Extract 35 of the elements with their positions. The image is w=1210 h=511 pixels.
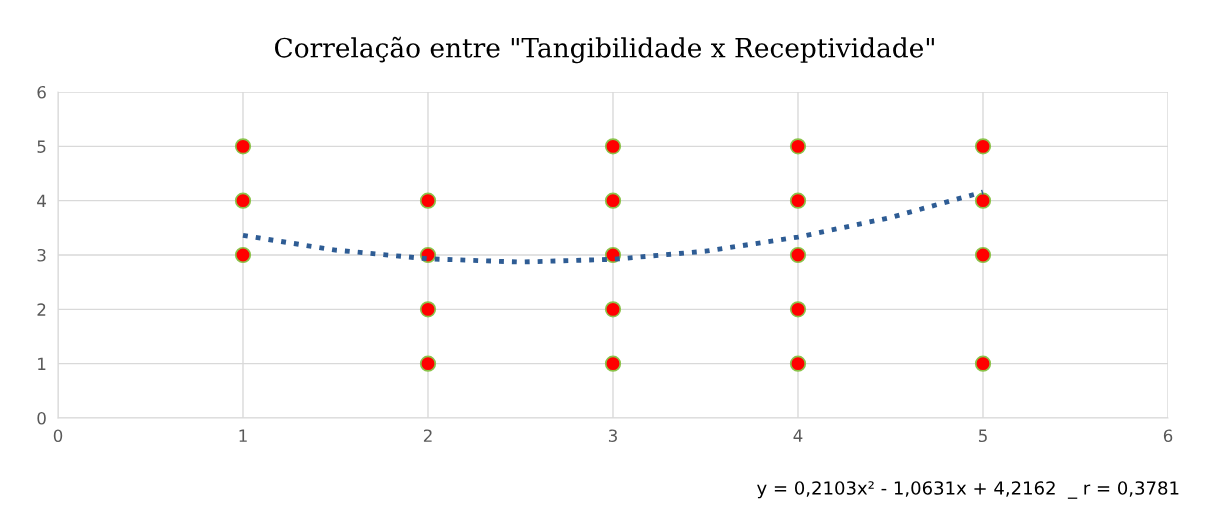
chart-title: Correlação entre "Tangibilidade x Receptividade" bbox=[275, 36, 934, 64]
point bbox=[789, 301, 807, 318]
point bbox=[234, 192, 252, 209]
x-tick-label: 2 bbox=[423, 429, 432, 442]
point bbox=[604, 355, 622, 372]
y-tick-label: 4 bbox=[37, 194, 46, 207]
x-tick-label: 5 bbox=[978, 429, 987, 443]
y-tick-label: 3 bbox=[37, 248, 46, 262]
x-tick-label: 1 bbox=[239, 429, 247, 442]
text: y = 0,2103x² - 1,0631x + 4,2162 _ r = 0,3781 bbox=[757, 481, 1179, 499]
y-tick-label: 1 bbox=[38, 357, 46, 370]
point bbox=[789, 355, 807, 372]
point bbox=[419, 192, 437, 209]
point bbox=[604, 301, 622, 318]
point bbox=[234, 138, 252, 155]
x-tick-label: 0 bbox=[53, 429, 63, 443]
point bbox=[974, 246, 992, 264]
y-tick-label: 0 bbox=[37, 411, 46, 425]
y-tick-label: 6 bbox=[37, 85, 46, 99]
point bbox=[604, 138, 622, 155]
point bbox=[419, 355, 437, 372]
x-tick-label: 6 bbox=[1163, 429, 1173, 443]
point bbox=[419, 301, 437, 318]
point bbox=[974, 355, 992, 372]
point bbox=[974, 192, 992, 209]
point bbox=[789, 192, 807, 209]
y-tick-label: 2 bbox=[37, 303, 46, 316]
point bbox=[789, 138, 807, 155]
x-tick-label: 3 bbox=[608, 429, 617, 443]
point bbox=[974, 138, 992, 155]
point bbox=[604, 192, 622, 209]
point bbox=[234, 246, 252, 264]
y-tick-label: 5 bbox=[37, 140, 46, 153]
x-tick-label: 4 bbox=[793, 429, 803, 442]
point bbox=[789, 246, 807, 264]
